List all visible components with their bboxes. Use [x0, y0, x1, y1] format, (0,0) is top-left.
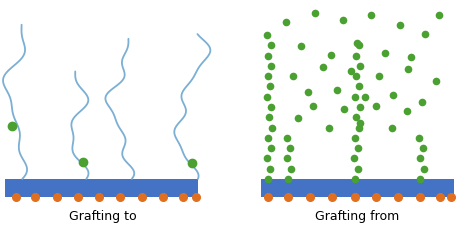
FancyBboxPatch shape	[261, 179, 454, 197]
FancyBboxPatch shape	[5, 179, 198, 197]
Text: Grafting from: Grafting from	[315, 210, 399, 223]
Text: Grafting to: Grafting to	[69, 210, 137, 223]
